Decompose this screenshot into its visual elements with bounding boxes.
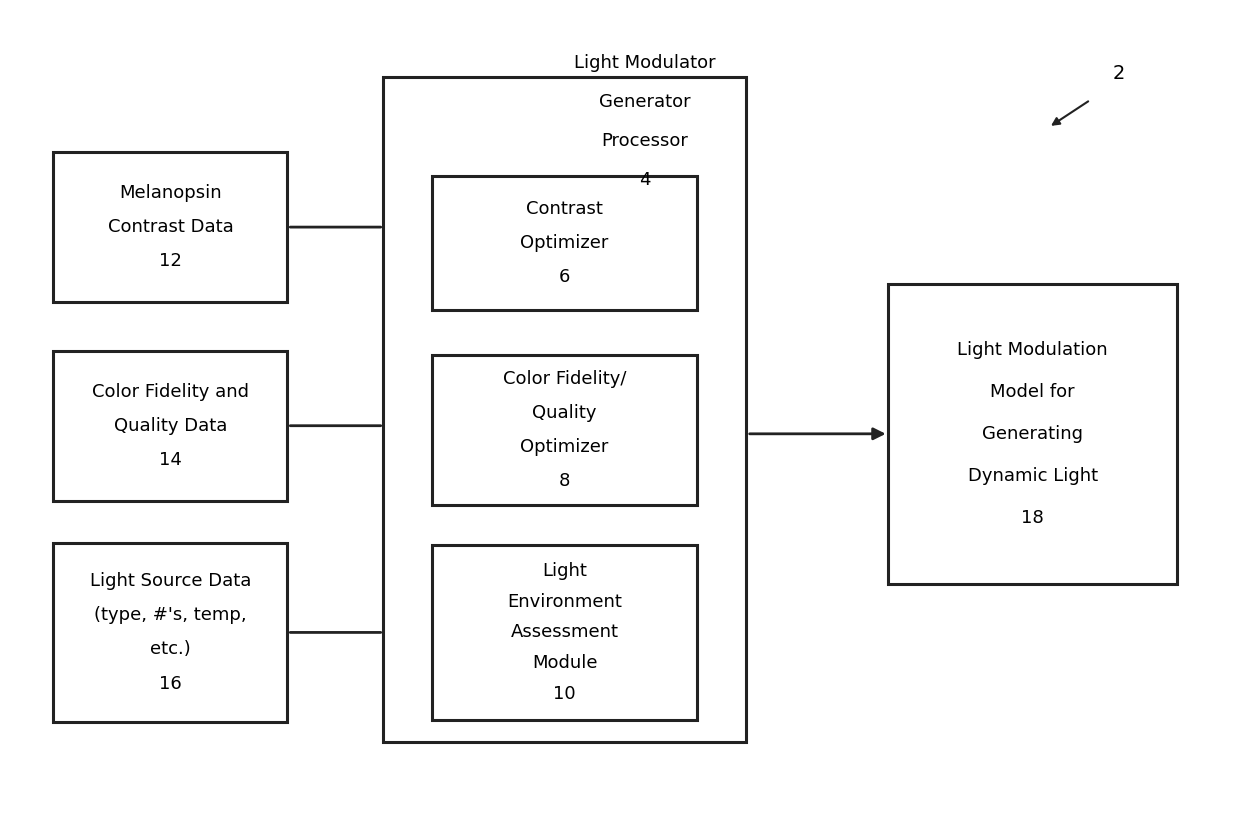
Text: 2: 2 (1112, 64, 1125, 83)
Text: 18: 18 (1022, 509, 1044, 527)
Text: Quality: Quality (532, 404, 596, 422)
Text: 8: 8 (559, 472, 570, 490)
Text: Model for: Model for (991, 382, 1075, 400)
Text: Quality Data: Quality Data (114, 417, 227, 435)
Bar (383, 77, 746, 742)
Text: 4: 4 (639, 171, 651, 189)
Text: 10: 10 (553, 685, 575, 703)
Text: Optimizer: Optimizer (521, 438, 609, 456)
Text: Dynamic Light: Dynamic Light (967, 467, 1097, 485)
Text: Color Fidelity/: Color Fidelity/ (503, 369, 626, 387)
Bar (53, 543, 288, 722)
Text: Light: Light (542, 562, 587, 580)
Text: 6: 6 (559, 269, 570, 287)
Text: 14: 14 (159, 450, 182, 468)
Text: etc.): etc.) (150, 640, 191, 658)
Text: Light Modulation: Light Modulation (957, 341, 1107, 359)
Text: Environment: Environment (507, 593, 622, 611)
Bar (888, 284, 1177, 584)
Text: Contrast Data: Contrast Data (108, 218, 233, 236)
Bar (53, 351, 288, 500)
Text: Color Fidelity and: Color Fidelity and (92, 382, 249, 400)
Text: Assessment: Assessment (511, 623, 619, 641)
Bar (53, 152, 288, 302)
Text: Module: Module (532, 654, 598, 672)
Text: Generator: Generator (599, 93, 691, 111)
Bar (433, 545, 697, 720)
Text: Light Modulator: Light Modulator (574, 54, 715, 72)
Text: 16: 16 (159, 675, 182, 693)
Text: Contrast: Contrast (526, 201, 603, 219)
Text: Generating: Generating (982, 425, 1083, 443)
Bar (433, 176, 697, 310)
Bar (433, 355, 697, 505)
Text: Optimizer: Optimizer (521, 234, 609, 252)
Text: Processor: Processor (601, 132, 688, 150)
Text: Melanopsin: Melanopsin (119, 184, 222, 202)
Text: 12: 12 (159, 252, 182, 270)
Text: (type, #'s, temp,: (type, #'s, temp, (94, 606, 247, 624)
Text: Light Source Data: Light Source Data (89, 572, 252, 590)
